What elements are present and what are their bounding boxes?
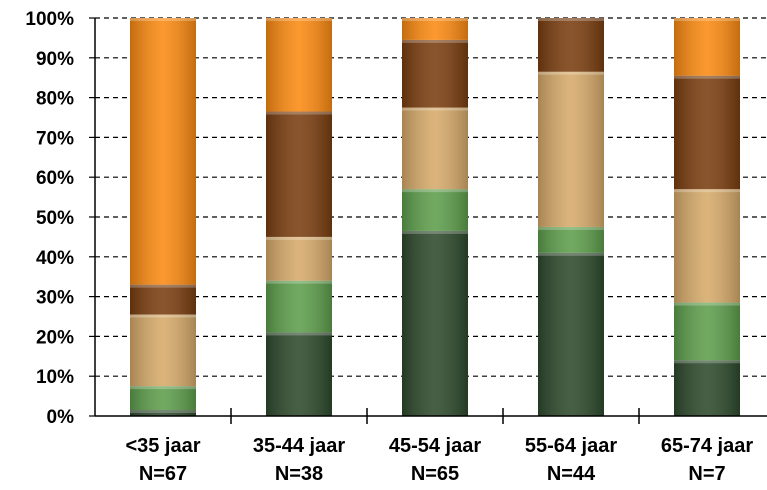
- bar-segment-shade: [674, 189, 740, 303]
- bar-segment: [130, 314, 196, 387]
- bar-segment-highlight: [402, 107, 468, 111]
- y-tick-label: 0%: [47, 407, 75, 428]
- y-tick-label: 70%: [36, 128, 74, 149]
- bar-segment: [402, 107, 468, 190]
- bar-segment-shade: [266, 280, 332, 333]
- axes: [94, 18, 767, 424]
- bar-segment-highlight: [130, 18, 196, 21]
- bar-segment-shade: [130, 284, 196, 315]
- bar-segment-shade: [130, 386, 196, 411]
- bars: [130, 18, 740, 416]
- bar-segment-highlight: [674, 189, 740, 193]
- bar-segment-highlight: [266, 280, 332, 284]
- x-category-label: 65-74 jaar: [661, 435, 754, 457]
- bar-segment-highlight: [402, 39, 468, 43]
- bar-segment-highlight: [266, 332, 332, 336]
- bar-segment-highlight: [674, 18, 740, 21]
- bar-segment-shade: [538, 71, 604, 227]
- y-tick-label: 100%: [25, 9, 74, 30]
- x-category-label: <35 jaar: [125, 435, 200, 457]
- x-category-label: 35-44 jaar: [253, 435, 346, 457]
- bar-segment-shade: [266, 332, 332, 416]
- bar-segment-shade: [674, 75, 740, 190]
- y-tick-label: 60%: [36, 168, 74, 189]
- bar-segment: [402, 18, 468, 40]
- bar-segment-highlight: [538, 226, 604, 230]
- bar-segment-shade: [402, 39, 468, 108]
- bar-segment: [402, 230, 468, 416]
- bar-segment-highlight: [130, 386, 196, 390]
- bar-segment-shade: [538, 252, 604, 416]
- bar-segment-highlight: [538, 71, 604, 75]
- bar-segment: [674, 302, 740, 361]
- bar-segment: [674, 18, 740, 76]
- bar-segment: [266, 332, 332, 416]
- bar-segment-shade: [538, 18, 604, 72]
- bar-segment-highlight: [402, 189, 468, 193]
- bar-segment-highlight: [130, 314, 196, 318]
- bar-segment: [674, 189, 740, 303]
- bar-segment: [402, 39, 468, 108]
- bar-segment-shade: [538, 226, 604, 253]
- bar-segment-shade: [402, 189, 468, 231]
- bar-segment-highlight: [674, 302, 740, 306]
- bar-segment-shade: [266, 18, 332, 112]
- bar-segment-shade: [674, 360, 740, 416]
- bar-segment-shade: [266, 236, 332, 281]
- bar-segment-shade: [402, 18, 468, 40]
- y-tick-label: 20%: [36, 327, 74, 348]
- bar-segment: [130, 284, 196, 315]
- bar-segment-highlight: [538, 18, 604, 21]
- y-tick-labels: 0% 10% 20% 30% 40% 50% 60% 70% 80% 90% 100%: [25, 9, 74, 428]
- x-category-count: N=7: [688, 463, 725, 485]
- y-tick-label: 30%: [36, 288, 74, 309]
- bar-segment: [674, 75, 740, 190]
- bar-segment-shade: [130, 18, 196, 285]
- bar-segment: [538, 226, 604, 253]
- bar-segment-highlight: [402, 230, 468, 234]
- bar-segment-shade: [266, 111, 332, 237]
- bar-segment-shade: [402, 107, 468, 190]
- bar-segment-highlight: [538, 252, 604, 256]
- bar-segment-shade: [402, 230, 468, 416]
- bar-segment-shade: [130, 410, 196, 416]
- y-tick-label: 50%: [36, 208, 74, 229]
- x-category-label: 55-64 jaar: [525, 435, 618, 457]
- bar-segment: [130, 410, 196, 416]
- bar-segment-shade: [130, 314, 196, 387]
- bar-segment-shade: [674, 18, 740, 76]
- bar-segment: [266, 236, 332, 281]
- bar-segment: [266, 280, 332, 333]
- y-tick-label: 80%: [36, 89, 74, 110]
- x-category-count: N=65: [411, 463, 459, 485]
- bar-segment-highlight: [674, 360, 740, 364]
- bar-segment: [538, 71, 604, 227]
- x-category-count: N=44: [547, 463, 596, 485]
- bar-segment-highlight: [130, 284, 196, 288]
- bar-segment-highlight: [130, 410, 196, 414]
- bar-segment: [674, 360, 740, 416]
- bar-segment: [266, 18, 332, 112]
- x-tick-labels: <35 jaar N=67 35-44 jaar N=38 45-54 jaar N=65…: [125, 435, 753, 485]
- bar-segment-highlight: [402, 18, 468, 21]
- bar-segment: [402, 189, 468, 231]
- x-category-count: N=67: [139, 463, 187, 485]
- bar-segment: [538, 252, 604, 416]
- bar-segment-highlight: [674, 75, 740, 79]
- bar-segment: [130, 386, 196, 411]
- bar-segment-highlight: [266, 111, 332, 115]
- bar-segment-shade: [674, 302, 740, 361]
- x-category-label: 45-54 jaar: [389, 435, 482, 457]
- bar-segment: [538, 18, 604, 72]
- bar-segment: [266, 111, 332, 237]
- bar-segment: [130, 18, 196, 285]
- y-tick-label: 40%: [36, 248, 74, 269]
- bar-segment-highlight: [266, 236, 332, 240]
- x-category-count: N=38: [275, 463, 323, 485]
- y-tick-label: 10%: [36, 367, 74, 388]
- bar-segment-highlight: [266, 18, 332, 21]
- y-tick-label: 90%: [36, 49, 74, 70]
